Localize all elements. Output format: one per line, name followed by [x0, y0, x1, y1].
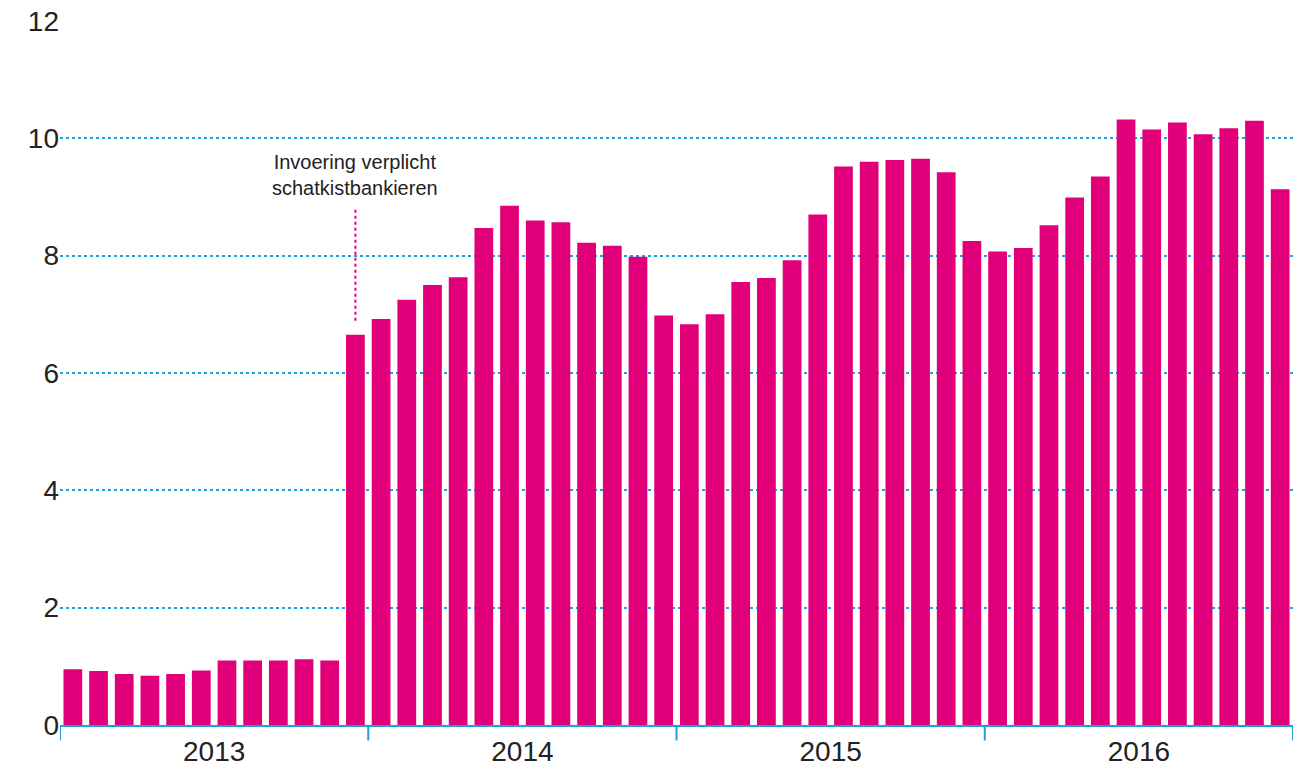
svg-text:2: 2	[43, 592, 59, 623]
svg-text:2015: 2015	[799, 736, 861, 767]
svg-text:8: 8	[43, 240, 59, 271]
svg-text:2014: 2014	[491, 736, 553, 767]
svg-text:2013: 2013	[183, 736, 245, 767]
svg-text:12: 12	[28, 6, 59, 37]
svg-text:6: 6	[43, 358, 59, 389]
svg-text:2016: 2016	[1108, 736, 1170, 767]
svg-text:10: 10	[28, 123, 59, 154]
svg-text:Invoering verplichtschatkistba: Invoering verplichtschatkistbankieren	[272, 151, 438, 199]
svg-text:0: 0	[43, 710, 59, 741]
svg-text:4: 4	[43, 475, 59, 506]
